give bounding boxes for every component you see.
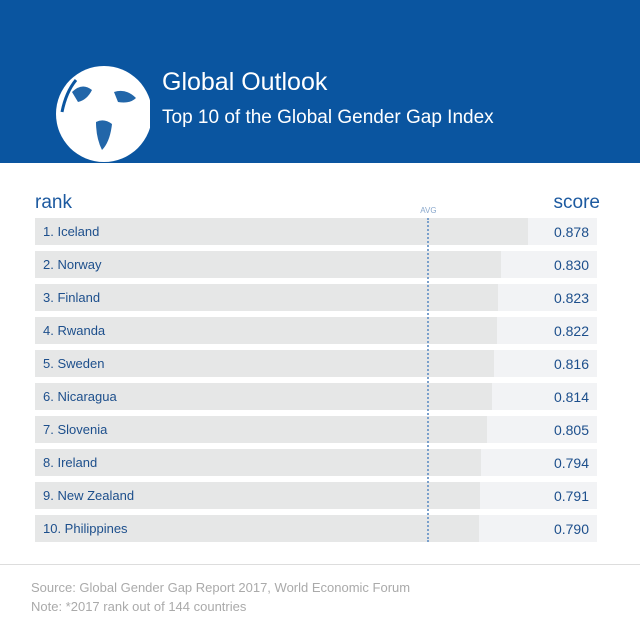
category-label: 5. Sweden [43,356,105,371]
rank-column-header: rank [35,192,72,213]
bar-row: 5. Sweden 0.816 [35,350,597,377]
header-banner: Global Outlook Top 10 of the Global Gend… [0,0,640,163]
globe-icon [56,66,150,162]
bar-row: 8. Ireland 0.794 [35,449,597,476]
bar [35,383,493,410]
bar-row: 6. Nicaragua 0.814 [35,383,597,410]
category-label: 2. Norway [43,257,102,272]
bar [35,482,480,509]
bar-row: 10. Philippines 0.790 [35,515,597,542]
bar [35,317,497,344]
bar [35,251,502,278]
avg-label: AVG [420,206,437,215]
bar-row: 1. Iceland 0.878 [35,218,597,245]
bar-row: 9. New Zealand 0.791 [35,482,597,509]
value-label: 0.830 [553,257,589,273]
footnote: Note: *2017 rank out of 144 countries [31,599,247,614]
source-note: Source: Global Gender Gap Report 2017, W… [31,580,411,595]
value-label: 0.791 [553,488,589,504]
value-label: 0.816 [553,356,589,372]
value-label: 0.822 [553,323,589,339]
category-label: 6. Nicaragua [43,389,117,404]
bar [35,350,494,377]
bar [35,284,498,311]
category-label: 10. Philippines [43,521,128,536]
bar-row: 2. Norway 0.830 [35,251,597,278]
category-label: 3. Finland [43,290,101,305]
value-label: 0.814 [553,389,589,405]
category-label: 7. Slovenia [43,422,108,437]
value-label: 0.823 [553,290,589,306]
value-label: 0.878 [553,224,589,240]
value-label: 0.794 [553,455,589,471]
category-label: 1. Iceland [43,224,100,239]
bar-row: 4. Rwanda 0.822 [35,317,597,344]
bar-row: 7. Slovenia 0.805 [35,416,597,443]
page-subtitle: Top 10 of the Global Gender Gap Index [162,107,494,128]
score-column-header: score [553,192,600,213]
bar [35,416,488,443]
avg-line [427,218,430,542]
value-label: 0.805 [553,422,589,438]
bar-row: 3. Finland 0.823 [35,284,597,311]
category-label: 8. Ireland [43,455,98,470]
bar [35,218,529,245]
bar [35,449,482,476]
value-label: 0.790 [553,521,589,537]
category-label: 9. New Zealand [43,488,135,503]
page-title: Global Outlook [162,68,328,96]
bar [35,515,479,542]
footer-divider [0,564,640,565]
category-label: 4. Rwanda [43,323,106,338]
